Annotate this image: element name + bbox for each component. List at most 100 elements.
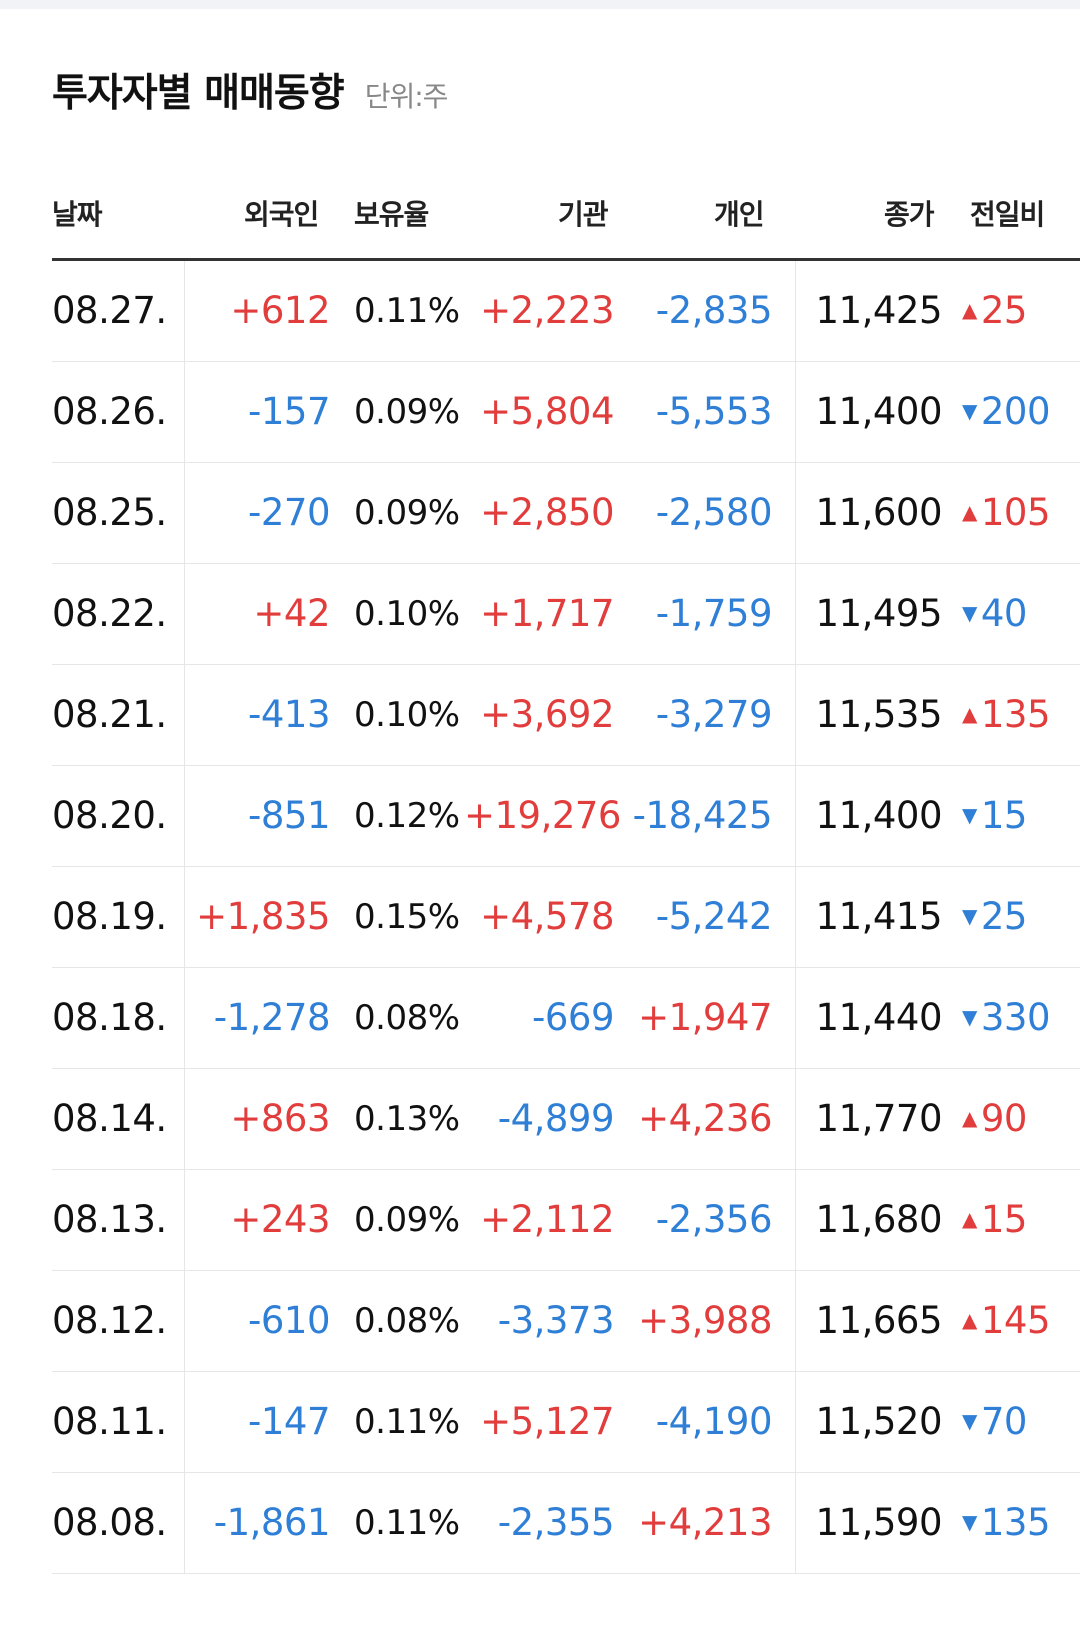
column-divider bbox=[795, 564, 796, 664]
table-row[interactable]: 08.19. +1,835 0.15% +4,578 -5,242 11,415 ▼ 25 bbox=[52, 867, 1080, 968]
column-divider bbox=[795, 1170, 796, 1270]
cell-close: 11,400 bbox=[815, 390, 943, 433]
cell-close: 11,590 bbox=[815, 1501, 943, 1544]
cell-date: 08.08. bbox=[52, 1501, 167, 1544]
cell-close: 11,425 bbox=[815, 289, 943, 332]
table-row[interactable]: 08.11. -147 0.11% +5,127 -4,190 11,520 ▼ 70 bbox=[52, 1372, 1080, 1473]
triangle-up-icon: ▲ bbox=[962, 499, 977, 524]
cell-institution: -4,899 bbox=[497, 1097, 615, 1140]
cell-individual: -3,279 bbox=[655, 693, 773, 736]
cell-institution: +5,804 bbox=[480, 390, 614, 433]
cell-change: ▲ 105 bbox=[962, 463, 1080, 563]
column-divider bbox=[184, 1069, 185, 1169]
column-divider bbox=[184, 766, 185, 866]
cell-close: 11,665 bbox=[815, 1299, 943, 1342]
cell-ratio: 0.13% bbox=[354, 1099, 460, 1139]
cell-date: 08.26. bbox=[52, 390, 167, 433]
cell-individual: +4,236 bbox=[638, 1097, 772, 1140]
table-row[interactable]: 08.08. -1,861 0.11% -2,355 +4,213 11,590 ▼ 135 bbox=[52, 1473, 1080, 1574]
cell-foreign: -413 bbox=[248, 693, 330, 736]
investor-trading-table: 날짜 외국인 보유율 기관 개인 종가 전일비 08.27. +612 0.11% +… bbox=[52, 175, 1080, 1574]
cell-change: ▲ 145 bbox=[962, 1271, 1080, 1371]
cell-change: ▲ 25 bbox=[962, 261, 1080, 361]
header-date: 날짜 bbox=[52, 198, 103, 231]
table-row[interactable]: 08.20. -851 0.12% +19,276 -18,425 11,400 ▼ 15 bbox=[52, 766, 1080, 867]
triangle-down-icon: ▼ bbox=[962, 802, 977, 827]
column-divider bbox=[795, 1069, 796, 1169]
cell-ratio: 0.09% bbox=[354, 392, 460, 432]
table-row[interactable]: 08.12. -610 0.08% -3,373 +3,988 11,665 ▲ 145 bbox=[52, 1271, 1080, 1372]
cell-change: ▲ 90 bbox=[962, 1069, 1080, 1169]
cell-ratio: 0.11% bbox=[354, 1402, 460, 1442]
cell-foreign: +1,835 bbox=[196, 895, 330, 938]
cell-change: ▼ 200 bbox=[962, 362, 1080, 462]
cell-date: 08.19. bbox=[52, 895, 167, 938]
change-value: 70 bbox=[980, 1400, 1028, 1443]
change-value: 135 bbox=[980, 1501, 1051, 1544]
table-row[interactable]: 08.25. -270 0.09% +2,850 -2,580 11,600 ▲ 105 bbox=[52, 463, 1080, 564]
cell-institution: +2,850 bbox=[480, 491, 614, 534]
table-row[interactable]: 08.22. +42 0.10% +1,717 -1,759 11,495 ▼ 40 bbox=[52, 564, 1080, 665]
cell-ratio: 0.11% bbox=[354, 1503, 460, 1543]
cell-institution: +4,578 bbox=[480, 895, 614, 938]
cell-institution: -669 bbox=[532, 996, 614, 1039]
cell-ratio: 0.10% bbox=[354, 695, 460, 735]
cell-individual: -2,835 bbox=[655, 289, 773, 332]
triangle-down-icon: ▼ bbox=[962, 1509, 977, 1534]
cell-date: 08.20. bbox=[52, 794, 167, 837]
cell-close: 11,770 bbox=[815, 1097, 943, 1140]
table-row[interactable]: 08.26. -157 0.09% +5,804 -5,553 11,400 ▼ 200 bbox=[52, 362, 1080, 463]
column-divider bbox=[795, 1271, 796, 1371]
table-row[interactable]: 08.14. +863 0.13% -4,899 +4,236 11,770 ▲ 90 bbox=[52, 1069, 1080, 1170]
table-row[interactable]: 08.27. +612 0.11% +2,223 -2,835 11,425 ▲ 25 bbox=[52, 261, 1080, 362]
cell-foreign: -1,861 bbox=[213, 1501, 331, 1544]
cell-individual: -5,553 bbox=[655, 390, 773, 433]
triangle-up-icon: ▲ bbox=[962, 297, 977, 322]
cell-institution: -2,355 bbox=[497, 1501, 615, 1544]
cell-change: ▼ 330 bbox=[962, 968, 1080, 1068]
table-row[interactable]: 08.13. +243 0.09% +2,112 -2,356 11,680 ▲ 15 bbox=[52, 1170, 1080, 1271]
cell-ratio: 0.11% bbox=[354, 291, 460, 331]
cell-foreign: -157 bbox=[248, 390, 330, 433]
cell-institution: +2,112 bbox=[480, 1198, 614, 1241]
change-value: 105 bbox=[980, 491, 1051, 534]
cell-close: 11,440 bbox=[815, 996, 943, 1039]
change-value: 25 bbox=[980, 289, 1028, 332]
cell-change: ▲ 15 bbox=[962, 1170, 1080, 1270]
top-divider bbox=[0, 0, 1080, 9]
section-header: 투자자별 매매동향 단위:주 bbox=[52, 62, 448, 122]
column-divider bbox=[795, 665, 796, 765]
cell-ratio: 0.15% bbox=[354, 897, 460, 937]
triangle-down-icon: ▼ bbox=[962, 903, 977, 928]
cell-institution: +1,717 bbox=[480, 592, 614, 635]
table-row[interactable]: 08.21. -413 0.10% +3,692 -3,279 11,535 ▲ 135 bbox=[52, 665, 1080, 766]
column-divider bbox=[184, 1372, 185, 1472]
triangle-down-icon: ▼ bbox=[962, 1408, 977, 1433]
change-value: 15 bbox=[980, 794, 1028, 837]
cell-individual: -2,580 bbox=[655, 491, 773, 534]
cell-individual: -18,425 bbox=[632, 794, 773, 837]
column-divider bbox=[795, 968, 796, 1068]
cell-individual: -4,190 bbox=[655, 1400, 773, 1443]
change-value: 200 bbox=[980, 390, 1051, 433]
cell-ratio: 0.10% bbox=[354, 594, 460, 634]
cell-close: 11,415 bbox=[815, 895, 943, 938]
cell-date: 08.27. bbox=[52, 289, 167, 332]
cell-foreign: -270 bbox=[248, 491, 330, 534]
triangle-down-icon: ▼ bbox=[962, 398, 977, 423]
triangle-up-icon: ▲ bbox=[962, 1206, 977, 1231]
triangle-down-icon: ▼ bbox=[962, 600, 977, 625]
cell-foreign: -147 bbox=[248, 1400, 330, 1443]
cell-individual: +3,988 bbox=[638, 1299, 772, 1342]
cell-date: 08.18. bbox=[52, 996, 167, 1039]
cell-foreign: -1,278 bbox=[213, 996, 331, 1039]
column-divider bbox=[184, 1473, 185, 1573]
column-divider bbox=[795, 463, 796, 563]
table-row[interactable]: 08.18. -1,278 0.08% -669 +1,947 11,440 ▼ 330 bbox=[52, 968, 1080, 1069]
cell-foreign: +243 bbox=[230, 1198, 330, 1241]
cell-change: ▼ 40 bbox=[962, 564, 1080, 664]
change-value: 90 bbox=[980, 1097, 1028, 1140]
cell-ratio: 0.08% bbox=[354, 998, 460, 1038]
header-change: 전일비 bbox=[970, 198, 1045, 231]
cell-change: ▼ 70 bbox=[962, 1372, 1080, 1472]
